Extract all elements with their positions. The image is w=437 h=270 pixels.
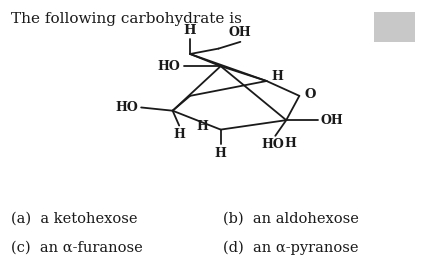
Text: OH: OH	[321, 114, 343, 127]
Bar	[374, 12, 415, 42]
Text: O: O	[305, 88, 316, 101]
Text: H: H	[184, 24, 196, 37]
Text: The following carbohydrate is: The following carbohydrate is	[11, 12, 242, 26]
Text: HO: HO	[262, 138, 284, 151]
Text: H: H	[173, 128, 185, 141]
Text: (c)  an α-furanose: (c) an α-furanose	[11, 240, 142, 254]
Text: (d)  an α-pyranose: (d) an α-pyranose	[223, 240, 358, 255]
Text: H: H	[284, 137, 297, 150]
Text: H: H	[197, 120, 208, 133]
Text: HO: HO	[158, 60, 180, 73]
Text: H: H	[272, 70, 284, 83]
Text: HO: HO	[115, 101, 138, 114]
Text: (a)  a ketohexose: (a) a ketohexose	[11, 212, 137, 226]
Text: (b)  an aldohexose: (b) an aldohexose	[223, 212, 359, 226]
Text: OH: OH	[229, 26, 252, 39]
Text: H: H	[215, 147, 227, 160]
